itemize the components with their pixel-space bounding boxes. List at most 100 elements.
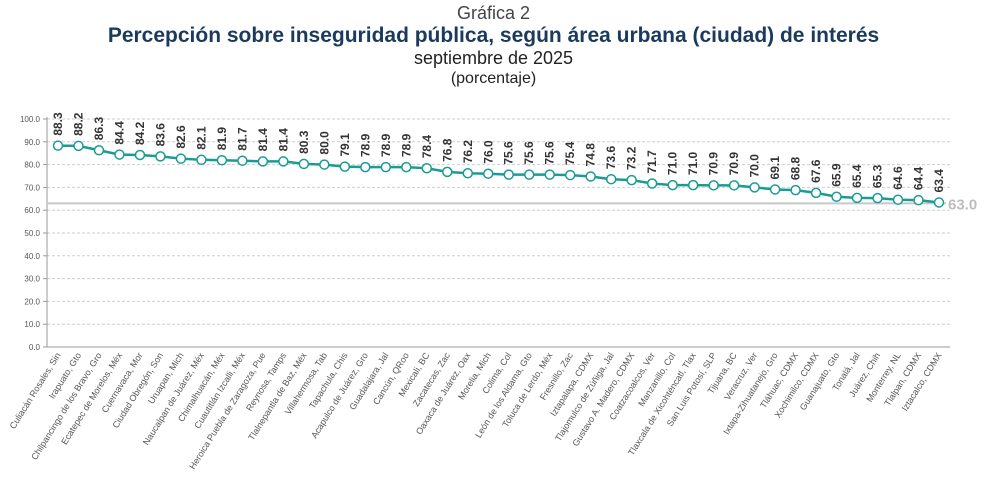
y-tick-label: 70.0: [24, 183, 40, 192]
y-tick-label: 60.0: [24, 206, 40, 215]
data-label: 81.4: [276, 128, 290, 152]
data-label: 69.1: [768, 156, 782, 180]
y-tick-label: 50.0: [24, 229, 40, 238]
data-point: [646, 178, 658, 189]
data-label: 78.9: [358, 133, 372, 157]
data-label: 68.8: [789, 156, 803, 180]
data-point: [564, 169, 576, 181]
data-label: 74.8: [584, 143, 598, 167]
data-label: 76.8: [440, 138, 454, 162]
data-label: 73.2: [625, 146, 639, 170]
data-point: [298, 158, 310, 170]
data-point: [708, 180, 719, 191]
data-point: [605, 173, 617, 185]
data-label: 84.4: [112, 121, 126, 145]
data-label: 88.2: [71, 112, 85, 136]
data-label: 79.1: [338, 133, 352, 157]
chart-unit: (porcentaje): [450, 70, 537, 87]
data-point: [155, 151, 166, 162]
data-point: [585, 171, 596, 182]
data-point: [319, 159, 330, 170]
data-point: [728, 180, 740, 191]
y-tick-label: 30.0: [24, 275, 40, 284]
data-point: [687, 179, 699, 191]
data-label: 81.7: [235, 127, 249, 151]
data-point: [810, 187, 822, 199]
data-point: [216, 155, 228, 166]
y-tick-label: 40.0: [24, 252, 40, 261]
data-point: [872, 192, 883, 204]
chart-title: Percepción sobre inseguridad pública, se…: [107, 24, 880, 47]
data-label: 71.0: [686, 151, 700, 175]
data-label: 71.7: [645, 150, 659, 174]
data-point: [278, 156, 289, 167]
data-label: 83.6: [153, 123, 167, 147]
data-point: [401, 161, 412, 173]
data-point: [93, 144, 105, 156]
chart-kicker: Gráfica 2: [456, 3, 531, 23]
data-point: [483, 168, 494, 179]
data-point: [769, 184, 781, 195]
data-point: [442, 166, 453, 178]
data-point: [544, 169, 555, 180]
data-point: [421, 162, 433, 174]
reference-label: 63.0: [948, 196, 977, 213]
y-tick-label: 80.0: [24, 161, 40, 170]
data-point: [933, 197, 945, 208]
data-point: [175, 153, 187, 164]
y-tick-label: 20.0: [24, 297, 40, 306]
data-point: [667, 179, 678, 191]
y-tick-label: 10.0: [24, 320, 40, 329]
y-tick-label: 0.0: [29, 343, 41, 352]
data-point: [380, 161, 392, 173]
data-label: 70.0: [748, 154, 762, 178]
chart-subtitle: septiembre de 2025: [413, 48, 574, 68]
data-point: [360, 161, 371, 173]
data-label: 73.6: [604, 146, 618, 170]
data-label: 82.1: [194, 126, 208, 150]
data-point: [196, 154, 207, 166]
data-label: 88.3: [51, 112, 65, 136]
data-label: 78.4: [420, 135, 434, 159]
data-label: 80.3: [297, 130, 311, 154]
data-point: [892, 194, 904, 205]
data-point: [52, 140, 64, 151]
data-label: 84.2: [133, 121, 147, 145]
data-label: 80.0: [317, 131, 331, 155]
y-tick-label: 90.0: [24, 138, 40, 147]
data-label: 67.6: [809, 159, 823, 183]
data-label: 76.0: [481, 140, 495, 164]
data-point: [523, 169, 535, 180]
data-point: [134, 149, 146, 161]
data-point: [257, 156, 269, 167]
data-label: 70.9: [727, 152, 741, 176]
data-label: 76.2: [461, 140, 475, 164]
y-tick-label: 100.0: [20, 115, 41, 124]
data-label: 78.9: [399, 133, 413, 157]
data-point: [462, 168, 474, 179]
data-point: [503, 169, 514, 180]
data-label: 65.9: [830, 163, 844, 187]
data-point: [73, 140, 84, 152]
data-label: 75.6: [543, 141, 557, 165]
data-label: 78.9: [379, 133, 393, 157]
data-label: 70.9: [707, 152, 721, 176]
data-label: 63.4: [932, 169, 946, 193]
data-label: 75.6: [502, 141, 516, 165]
data-point: [790, 184, 801, 196]
data-point: [626, 174, 637, 186]
data-label: 64.4: [912, 166, 926, 190]
data-label: 65.4: [850, 164, 864, 188]
data-point: [913, 194, 924, 206]
data-point: [114, 149, 125, 160]
data-point: [237, 155, 248, 166]
data-point: [339, 161, 351, 172]
data-label: 75.6: [522, 141, 536, 165]
series-line: [57, 144, 940, 204]
data-label: 65.3: [871, 164, 885, 188]
data-label: 81.9: [215, 127, 229, 151]
data-label: 81.4: [256, 128, 270, 152]
data-point: [749, 182, 760, 193]
data-label: 71.0: [666, 151, 680, 175]
